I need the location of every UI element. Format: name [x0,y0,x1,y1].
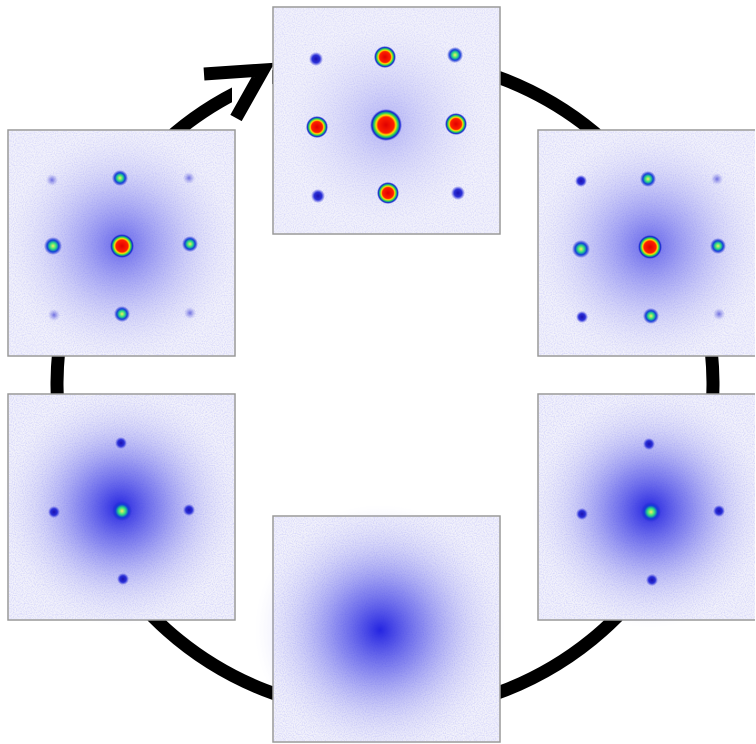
pattern-panel [6,130,236,360]
figure [0,0,756,744]
pattern-panel [532,392,756,628]
pattern-panel [2,390,238,626]
pattern-panel [273,7,500,234]
pattern-panel [535,130,756,361]
pattern-panel [255,505,505,744]
